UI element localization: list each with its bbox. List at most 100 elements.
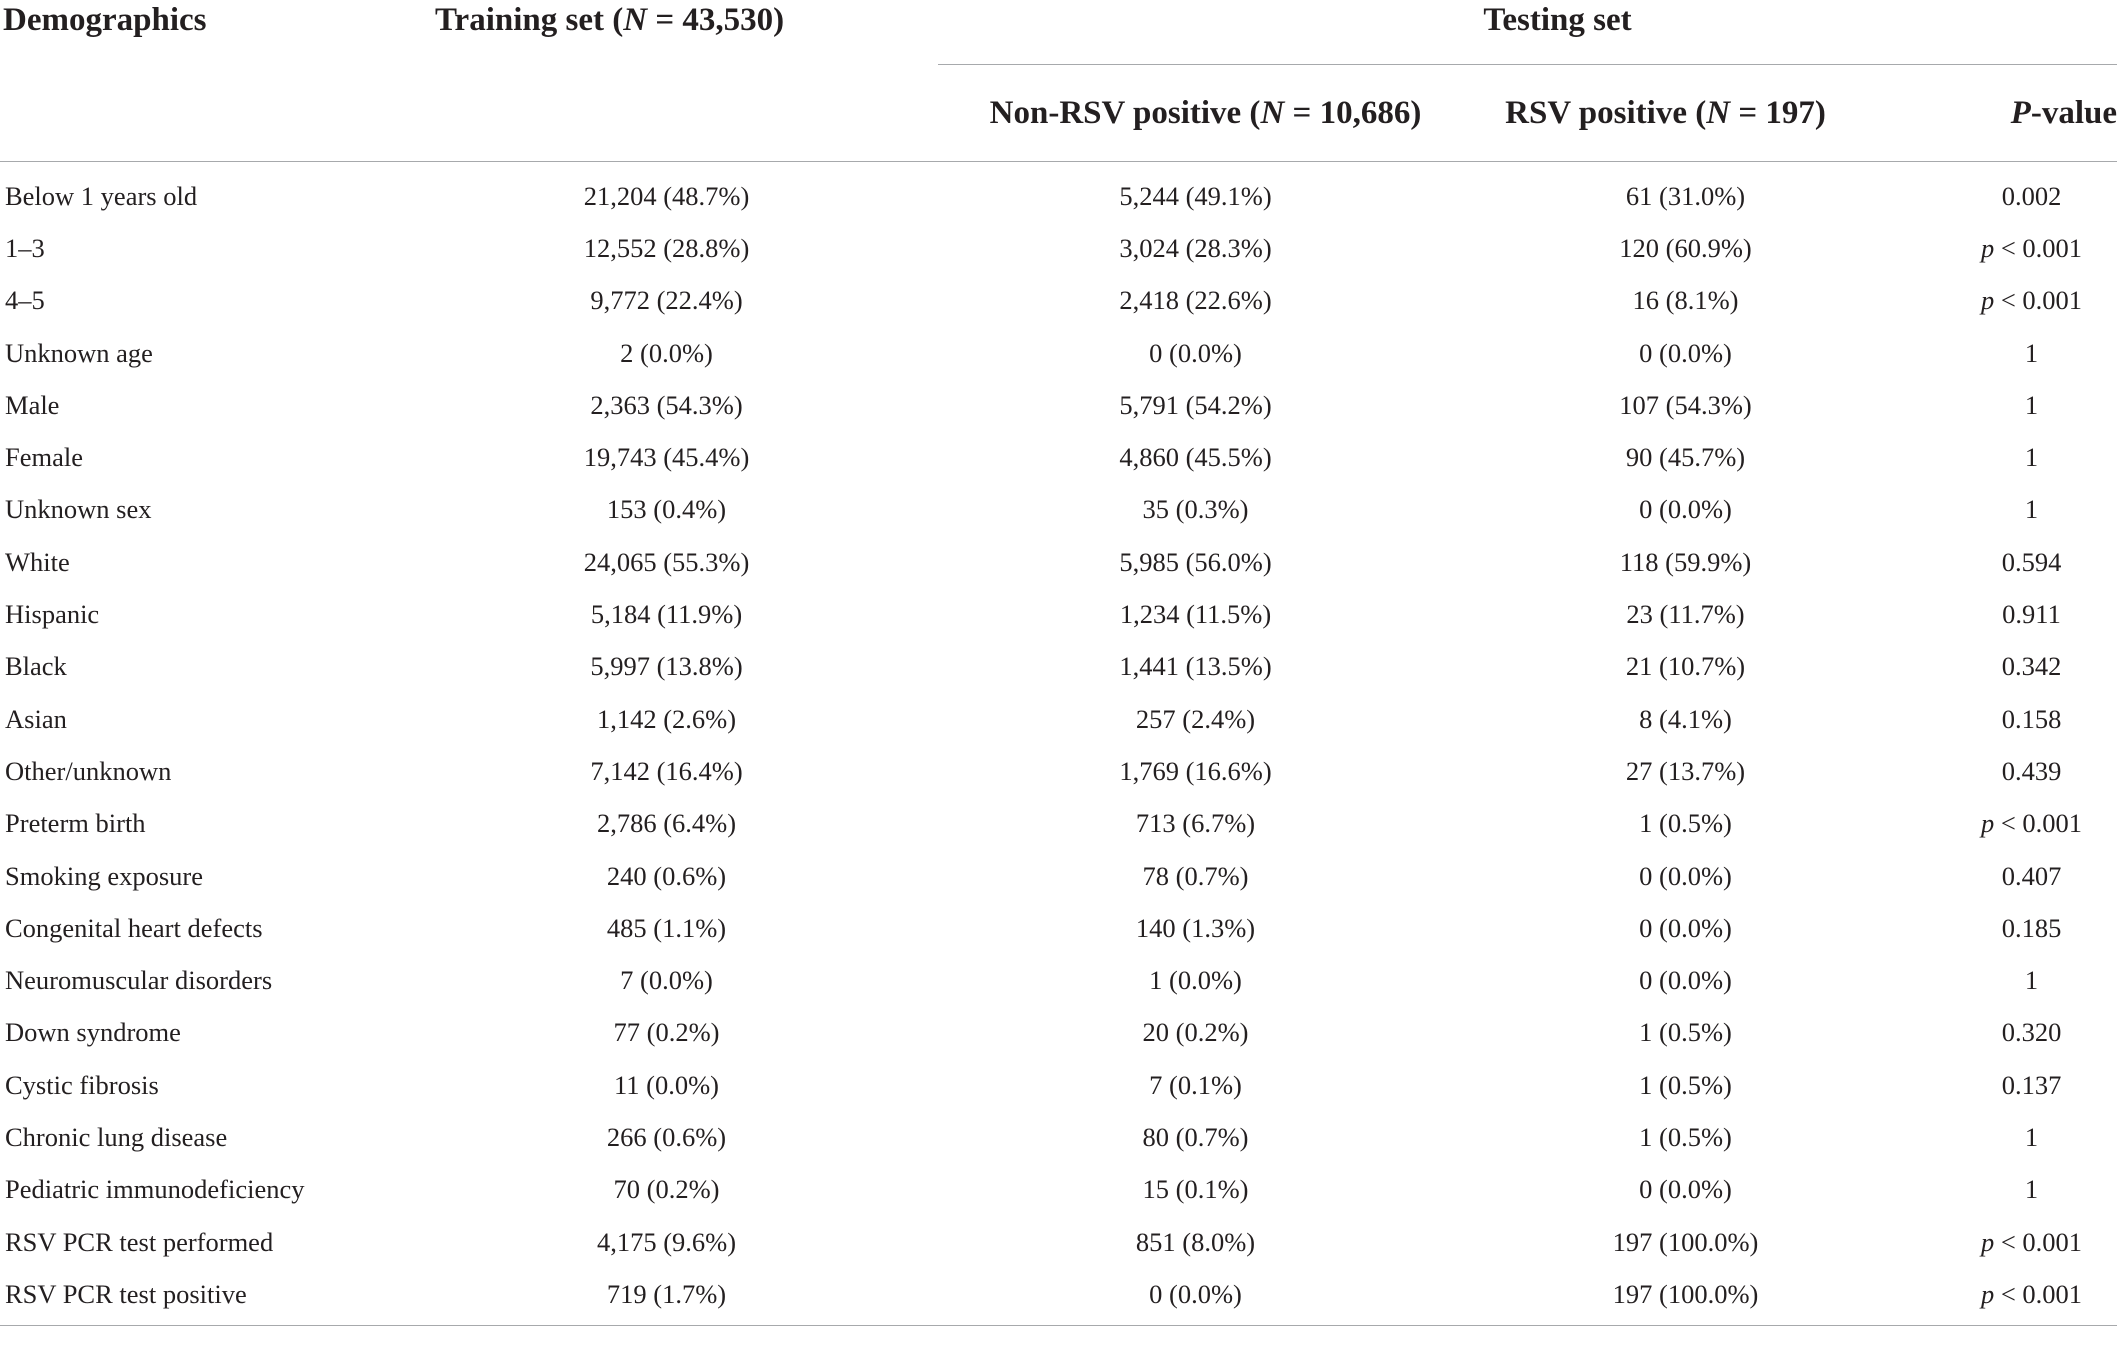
- table-row: Pediatric immunodeficiency 70 (0.2%) 15 (0…: [0, 1164, 2117, 1216]
- row-label: Smoking exposure: [5, 860, 203, 891]
- training-set-header: Training set (N = 43,530): [435, 2, 785, 38]
- table-row: Down syndrome 77 (0.2%) 20 (0.2%) 1 (0.5%) 0…: [0, 1007, 2117, 1059]
- rsv-positive-value: 0 (0.0%): [1639, 1174, 1732, 1205]
- training-set-value: 485 (1.1%): [606, 912, 727, 943]
- non-rsv-positive-header: Non-RSV positive (N = 10,686): [938, 64, 1453, 162]
- table-row: Unknown age 2 (0.0%) 0 (0.0%) 0 (0.0%) 1: [0, 327, 2117, 379]
- training-set-value: 70 (0.2%): [613, 1174, 720, 1205]
- non-rsv-positive-value: 80 (0.7%): [1142, 1121, 1249, 1152]
- row-label: Hispanic: [5, 599, 100, 630]
- p-value: p < 0.001: [1980, 1226, 2083, 1257]
- rsv-positive-value: 23 (11.7%): [1626, 599, 1745, 630]
- p-value: 0.439: [2001, 755, 2062, 786]
- rsv-positive-value: 0 (0.0%): [1639, 860, 1732, 891]
- rsv-positive-value: 1 (0.5%): [1639, 1121, 1732, 1152]
- p-value: 0.594: [2001, 546, 2062, 577]
- header-spacer: [0, 64, 395, 162]
- non-rsv-positive-value: 20 (0.2%): [1142, 1017, 1249, 1048]
- rsv-positive-value: 21 (10.7%): [1625, 651, 1746, 682]
- row-label: White: [5, 546, 70, 577]
- row-label: Cystic fibrosis: [5, 1069, 159, 1100]
- row-label: Unknown sex: [5, 494, 152, 525]
- header-row-top: Demographics Training set (N = 43,530) T…: [0, 0, 2117, 65]
- table-header: Demographics Training set (N = 43,530) T…: [0, 0, 2117, 162]
- rsv-positive-value: 0 (0.0%): [1639, 965, 1732, 996]
- training-set-value: 24,065 (55.3%): [583, 546, 750, 577]
- rsv-positive-value: 107 (54.3%): [1619, 389, 1752, 420]
- non-rsv-positive-value: 3,024 (28.3%): [1119, 232, 1272, 263]
- p-value: 1: [2024, 337, 2039, 368]
- rsv-positive-value: 1 (0.5%): [1639, 1069, 1732, 1100]
- training-set-value: 4,175 (9.6%): [596, 1226, 737, 1257]
- table-row: Below 1 years old 21,204 (48.7%) 5,244 (49…: [0, 162, 2117, 223]
- p-value: 0.911: [2002, 599, 2061, 630]
- p-value: 0.185: [2001, 912, 2062, 943]
- rsv-positive-value: 0 (0.0%): [1639, 912, 1732, 943]
- non-rsv-positive-value: 78 (0.7%): [1142, 860, 1249, 891]
- table-row: Male 2,363 (54.3%) 5,791 (54.2%) 107 (54.3%…: [0, 379, 2117, 431]
- table-row: RSV PCR test performed 4,175 (9.6%) 851 (8…: [0, 1216, 2117, 1268]
- p-value: 0.320: [2001, 1017, 2062, 1048]
- table-row: 4–5 9,772 (22.4%) 2,418 (22.6%) 16 (8.1%) p …: [0, 275, 2117, 327]
- rsv-positive-value: 118 (59.9%): [1619, 546, 1752, 577]
- training-set-value: 2 (0.0%): [620, 337, 713, 368]
- row-label: Asian: [5, 703, 67, 734]
- p-value: 0.002: [2001, 180, 2062, 211]
- p-value-header: P-value: [1918, 64, 2117, 162]
- row-label: Preterm birth: [5, 808, 146, 839]
- row-label: Chronic lung disease: [5, 1121, 228, 1152]
- p-value: p < 0.001: [1980, 285, 2083, 316]
- table-row: Hispanic 5,184 (11.9%) 1,234 (11.5%) 23 (11…: [0, 588, 2117, 640]
- table-row: Chronic lung disease 266 (0.6%) 80 (0.7%) 1…: [0, 1111, 2117, 1163]
- non-rsv-positive-value: 5,985 (56.0%): [1119, 546, 1272, 577]
- row-label: Congenital heart defects: [5, 912, 263, 943]
- table-row: Congenital heart defects 485 (1.1%) 140 (1…: [0, 902, 2117, 954]
- row-label: Male: [5, 389, 60, 420]
- p-value: 1: [2024, 1121, 2039, 1152]
- non-rsv-positive-value: 5,791 (54.2%): [1119, 389, 1272, 420]
- training-set-value: 9,772 (22.4%): [590, 285, 743, 316]
- row-label: Female: [5, 442, 83, 473]
- table-row: RSV PCR test positive 719 (1.7%) 0 (0.0%) 1…: [0, 1268, 2117, 1326]
- non-rsv-positive-value: 1 (0.0%): [1149, 965, 1242, 996]
- table-row: Neuromuscular disorders 7 (0.0%) 1 (0.0%) 0…: [0, 954, 2117, 1006]
- rsv-positive-value: 197 (100.0%): [1612, 1226, 1759, 1257]
- table-row: Cystic fibrosis 11 (0.0%) 7 (0.1%) 1 (0.5%)…: [0, 1059, 2117, 1111]
- training-set-value: 11 (0.0%): [614, 1069, 719, 1100]
- header-spacer: [395, 64, 938, 162]
- row-label: RSV PCR test positive: [0, 1268, 395, 1326]
- training-set-value: 7 (0.0%): [620, 965, 713, 996]
- table-row: Unknown sex 153 (0.4%) 35 (0.3%) 0 (0.0%) 1: [0, 484, 2117, 536]
- training-set-value: 2,786 (6.4%): [596, 808, 737, 839]
- row-label: 4–5: [5, 285, 45, 316]
- row-label: Neuromuscular disorders: [5, 965, 273, 996]
- table-row: Other/unknown 7,142 (16.4%) 1,769 (16.6%) 2…: [0, 745, 2117, 797]
- non-rsv-positive-value: 1,234 (11.5%): [1119, 599, 1272, 630]
- row-label: Pediatric immunodeficiency: [5, 1174, 305, 1205]
- non-rsv-positive-value: 5,244 (49.1%): [1119, 180, 1272, 211]
- non-rsv-positive-value: 851 (8.0%): [1135, 1226, 1256, 1257]
- training-set-value: 1,142 (2.6%): [596, 703, 737, 734]
- row-label: Unknown age: [5, 337, 153, 368]
- table-row: Female 19,743 (45.4%) 4,860 (45.5%) 90 (45.…: [0, 431, 2117, 483]
- rsv-positive-value: 197 (100.0%): [1453, 1268, 1918, 1326]
- training-set-value: 7,142 (16.4%): [590, 755, 743, 786]
- header-row-sub: Non-RSV positive (N = 10,686) RSV positi…: [0, 64, 2117, 162]
- rsv-positive-value: 27 (13.7%): [1625, 755, 1746, 786]
- row-label: Black: [5, 651, 67, 682]
- p-value: 1: [2024, 1174, 2039, 1205]
- table-row: Preterm birth 2,786 (6.4%) 713 (6.7%) 1 (0.…: [0, 798, 2117, 850]
- rsv-positive-value: 90 (45.7%): [1625, 442, 1746, 473]
- rsv-positive-value: 1 (0.5%): [1639, 808, 1732, 839]
- p-value: 1: [2024, 965, 2039, 996]
- non-rsv-positive-value: 1,769 (16.6%): [1119, 755, 1272, 786]
- non-rsv-positive-value: 0 (0.0%): [1149, 337, 1242, 368]
- table-row: Smoking exposure 240 (0.6%) 78 (0.7%) 0 (0.…: [0, 850, 2117, 902]
- p-value: 0.137: [2001, 1069, 2062, 1100]
- table-row: 1–3 12,552 (28.8%) 3,024 (28.3%) 120 (60.9%…: [0, 222, 2117, 274]
- non-rsv-positive-value: 0 (0.0%): [938, 1268, 1453, 1326]
- non-rsv-positive-value: 140 (1.3%): [1135, 912, 1256, 943]
- rsv-positive-value: 0 (0.0%): [1639, 337, 1732, 368]
- row-label: Down syndrome: [5, 1017, 181, 1048]
- training-set-value: 5,997 (13.8%): [590, 651, 743, 682]
